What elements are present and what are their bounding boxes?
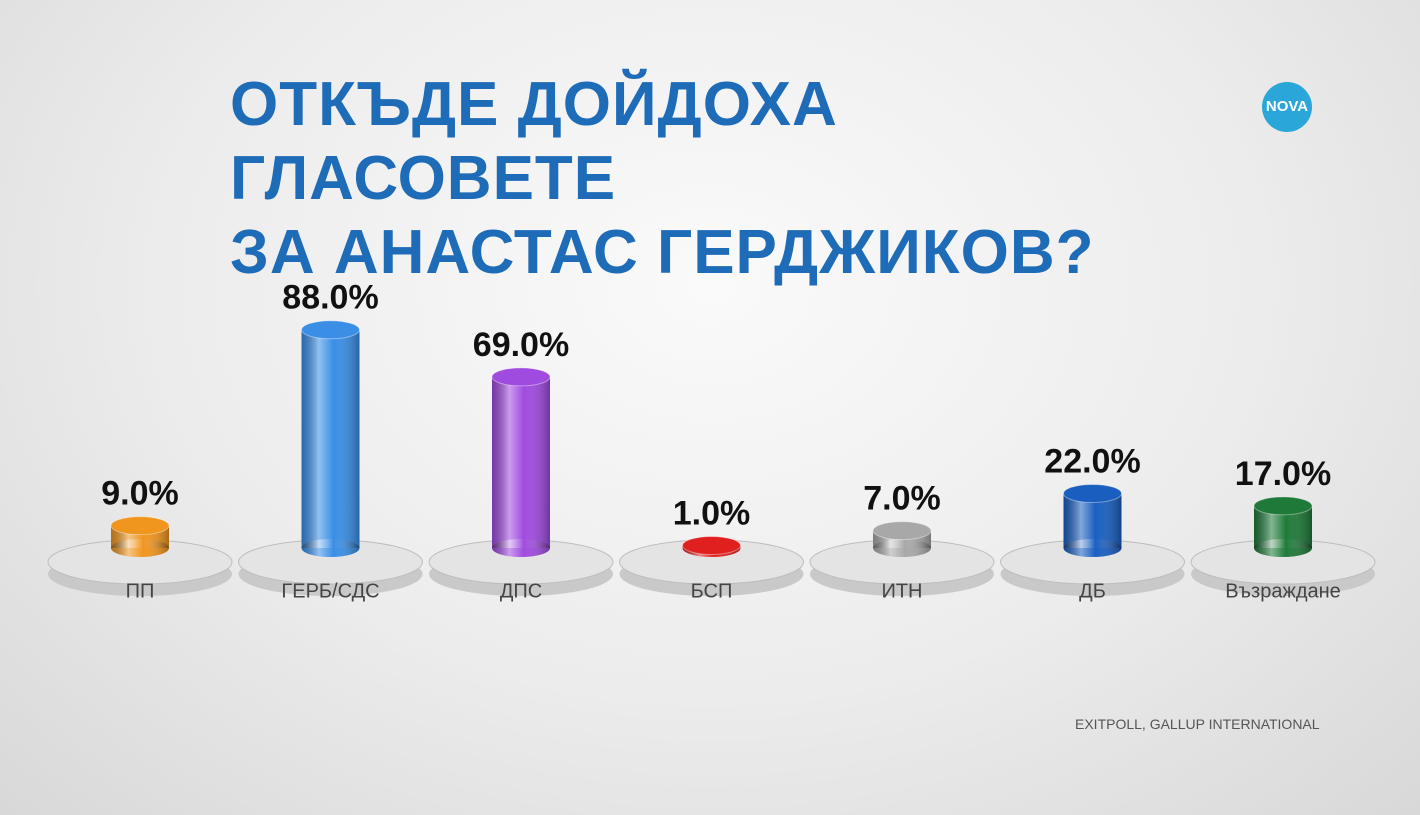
x-tick-label: ДБ [1079, 580, 1106, 602]
x-tick-label: ГЕРБ/СДС [281, 580, 379, 602]
value-label: 7.0% [863, 480, 941, 518]
bar-shine [492, 376, 550, 548]
bar-top [1253, 496, 1313, 516]
bar-bottom-shine [111, 539, 169, 557]
source: EXITPOLL, GALLUP INTERNATIONAL [1075, 716, 1320, 732]
x-tick-label: Възраждане [1225, 580, 1341, 602]
value-label: 1.0% [673, 495, 751, 533]
x-tick-label: ИТН [881, 580, 922, 602]
bar-bottom-shine [1063, 539, 1122, 557]
bar-top [872, 521, 932, 541]
value-label: 17.0% [1235, 455, 1331, 493]
x-tick-label: ПП [126, 580, 155, 602]
chart-title: ОТКЪДЕ ДОЙДОХА ГЛАСОВЕТЕ ЗА АНАСТАС ГЕРД… [230, 70, 1095, 287]
bar-top [1063, 483, 1122, 503]
bar-top [491, 367, 551, 387]
x-tick-label: ДПС [500, 580, 542, 602]
x-tick-label: БСП [691, 580, 733, 602]
value-label: 69.0% [473, 326, 569, 364]
bar-bottom-shine [873, 539, 931, 557]
bar-top [682, 536, 741, 556]
bar-bottom-shine [492, 539, 550, 557]
bar-top [301, 320, 360, 340]
bar-shine [1063, 493, 1122, 548]
value-label: 9.0% [101, 475, 179, 513]
bar-bottom-shine [301, 539, 360, 557]
value-label: 88.0% [282, 279, 378, 317]
bar-shine [301, 329, 360, 548]
logo: NOVA [1262, 82, 1312, 132]
bar-bottom-shine [1254, 539, 1312, 557]
bar-top [110, 516, 170, 536]
value-label: 22.0% [1044, 442, 1140, 480]
